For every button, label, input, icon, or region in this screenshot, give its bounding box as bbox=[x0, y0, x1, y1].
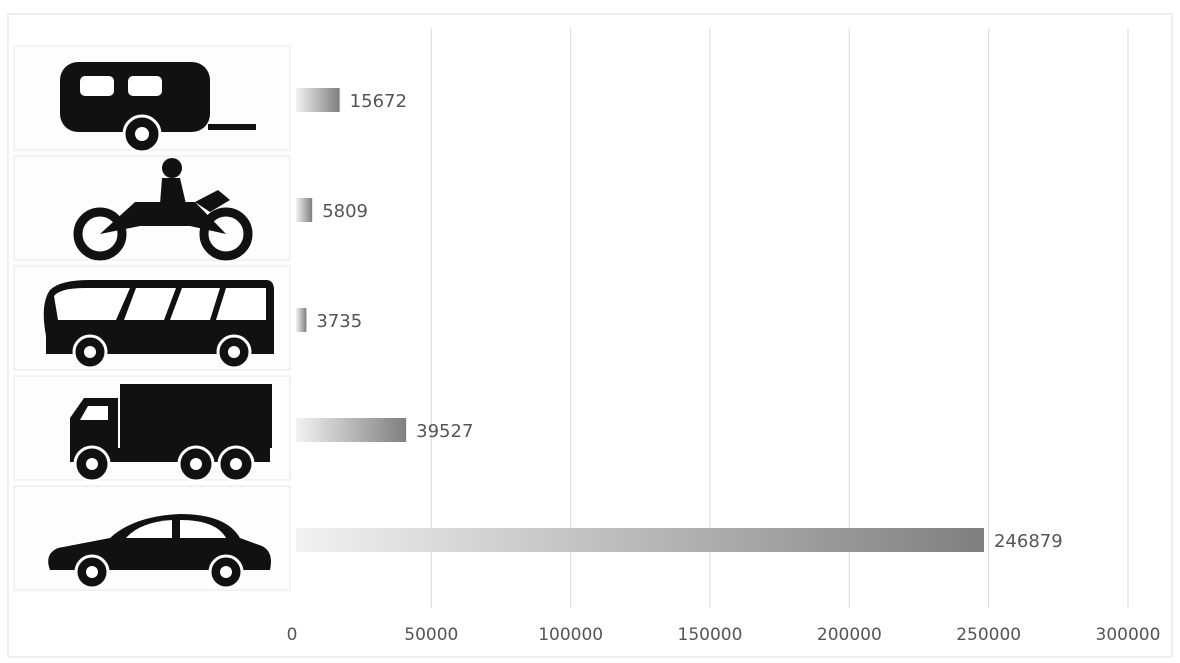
bar bbox=[296, 528, 984, 552]
category-cell bbox=[13, 155, 291, 261]
car-icon bbox=[48, 514, 272, 590]
category-cell bbox=[13, 45, 291, 154]
bar bbox=[296, 198, 313, 222]
caravan-icon bbox=[60, 62, 256, 154]
x-tick-label: 100000 bbox=[538, 625, 603, 645]
data-label: 39527 bbox=[416, 421, 473, 442]
data-label: 5809 bbox=[322, 201, 368, 222]
bar bbox=[296, 418, 407, 442]
category-cell bbox=[13, 375, 291, 483]
data-label: 246879 bbox=[994, 531, 1063, 552]
data-label: 15672 bbox=[350, 91, 407, 112]
data-labels: 15672 5809 3735 39527 246879 bbox=[316, 91, 1062, 552]
category-cell bbox=[13, 265, 291, 371]
x-tick-label: 300000 bbox=[1096, 625, 1161, 645]
category-icons bbox=[13, 45, 291, 591]
x-tick-label: 250000 bbox=[956, 625, 1021, 645]
chart-frame bbox=[7, 13, 1173, 658]
gridlines bbox=[430, 28, 1129, 608]
bar bbox=[296, 308, 307, 332]
x-tick-label: 200000 bbox=[817, 625, 882, 645]
category-cell bbox=[13, 485, 291, 591]
data-label: 3735 bbox=[316, 311, 362, 332]
bar bbox=[296, 88, 340, 112]
x-tick-label: 0 bbox=[287, 625, 298, 645]
motorcycle-icon bbox=[73, 158, 253, 261]
truck-icon bbox=[70, 384, 272, 483]
x-tick-label: 150000 bbox=[678, 625, 743, 645]
bus-icon bbox=[43, 280, 274, 370]
bars bbox=[296, 88, 984, 552]
x-tick-label: 50000 bbox=[404, 625, 458, 645]
x-axis-ticks: 0 50000 100000 150000 200000 250000 300000 bbox=[287, 625, 1161, 645]
